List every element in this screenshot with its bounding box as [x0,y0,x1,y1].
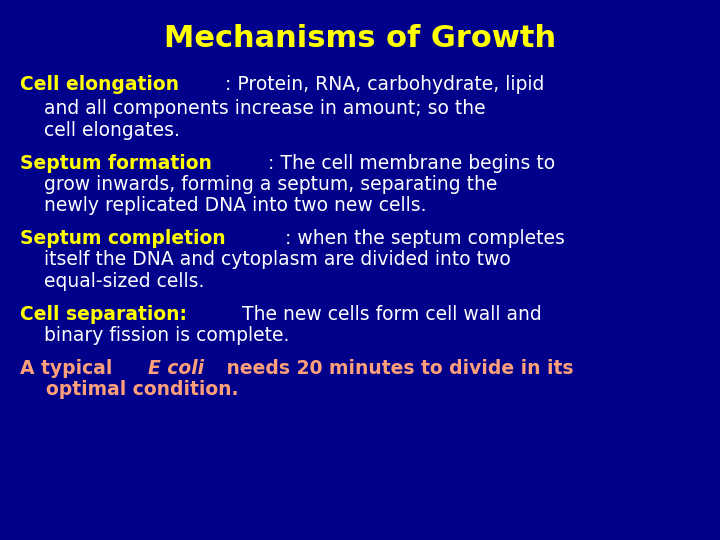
Text: E coli: E coli [148,359,204,378]
Text: Cell elongation: Cell elongation [20,75,179,93]
Text: equal-sized cells.: equal-sized cells. [20,272,204,291]
Text: : The cell membrane begins to: : The cell membrane begins to [268,153,555,173]
Text: optimal condition.: optimal condition. [20,380,238,399]
Text: and all components increase in amount; so the: and all components increase in amount; s… [20,99,486,118]
Text: Septum completion: Septum completion [20,229,226,248]
Text: grow inwards, forming a septum, separating the: grow inwards, forming a septum, separati… [20,175,498,194]
Text: : Protein, RNA, carbohydrate, lipid: : Protein, RNA, carbohydrate, lipid [225,75,545,93]
Text: : when the septum completes: : when the septum completes [286,229,565,248]
Text: binary fission is complete.: binary fission is complete. [20,326,289,345]
Text: cell elongates.: cell elongates. [20,120,180,139]
Text: A typical: A typical [20,359,119,378]
Text: The new cells form cell wall and: The new cells form cell wall and [235,305,541,323]
Text: Septum formation: Septum formation [20,153,212,173]
Text: Mechanisms of Growth: Mechanisms of Growth [164,24,556,53]
Text: needs 20 minutes to divide in its: needs 20 minutes to divide in its [220,359,574,378]
Text: newly replicated DNA into two new cells.: newly replicated DNA into two new cells. [20,196,427,215]
Text: itself the DNA and cytoplasm are divided into two: itself the DNA and cytoplasm are divided… [20,251,511,269]
Text: Cell separation:: Cell separation: [20,305,187,323]
